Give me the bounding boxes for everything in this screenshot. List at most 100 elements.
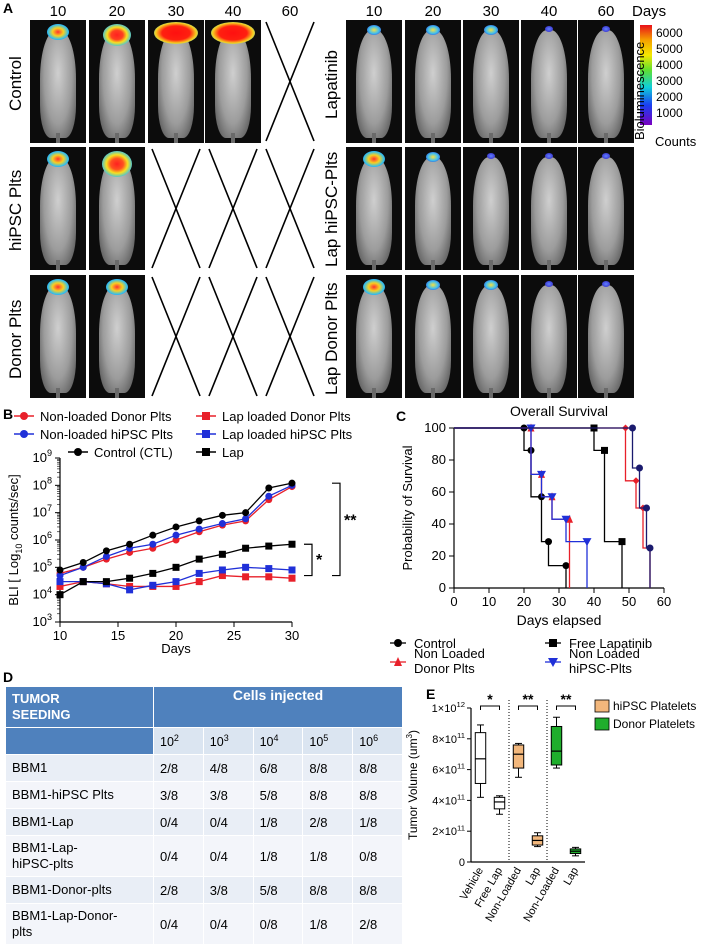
table-cell: 0/4 xyxy=(202,808,254,836)
day-label: 20 xyxy=(108,3,126,20)
data-point xyxy=(242,544,250,552)
day-label: 40 xyxy=(540,3,558,20)
column-header-base: 10 xyxy=(359,735,374,750)
data-point xyxy=(126,586,134,594)
data-point xyxy=(265,492,273,500)
mouse-body xyxy=(158,29,194,139)
survival-series-3 xyxy=(454,424,626,588)
sig-bracket xyxy=(556,705,576,710)
x-axis-title: Days elapsed xyxy=(517,612,602,628)
table-cell: 0/4 xyxy=(153,835,204,877)
tumor-signal xyxy=(426,152,440,162)
survival-point xyxy=(632,477,640,485)
data-point xyxy=(172,578,180,586)
cross-line xyxy=(208,276,258,397)
mouse-tail xyxy=(604,388,608,398)
data-point xyxy=(172,582,180,590)
day-label: 10 xyxy=(365,3,383,20)
table-cell: 5/8 xyxy=(252,876,304,904)
mouse-tail xyxy=(372,260,376,270)
data-point xyxy=(265,573,273,581)
no-data-cross xyxy=(151,148,201,269)
header-cells-injected: Cells injected xyxy=(153,686,403,728)
table-cell: 0/4 xyxy=(202,835,254,877)
colorbar-tick: 5000 xyxy=(656,42,683,56)
column-header-base: 10 xyxy=(160,735,174,750)
tumor-signal xyxy=(602,26,610,32)
row-label-left: hiPSC Plts xyxy=(6,169,25,251)
tumor-signal xyxy=(487,153,495,159)
survival-legend-item: Control xyxy=(390,636,456,651)
x-tick-label: 10 xyxy=(482,594,496,609)
tumor-signal xyxy=(484,25,498,35)
exponent-header-row: 102 103 104 105 106 xyxy=(5,727,403,755)
mouse-image xyxy=(89,275,145,398)
mouse-image xyxy=(346,147,402,270)
y-tick-label: 60 xyxy=(432,484,446,499)
row-name: BBM1-Lap xyxy=(5,808,154,836)
survival-series-1 xyxy=(454,423,573,588)
table-cell: 1/8 xyxy=(352,808,403,836)
panel-c-label: C xyxy=(396,408,407,424)
data-point xyxy=(218,520,226,528)
row-label-left: Control xyxy=(6,56,25,111)
x-tick-label: 20 xyxy=(517,594,531,609)
column-header: 102 xyxy=(153,727,204,755)
table-cell: 0/4 xyxy=(153,808,204,836)
tumor-signal xyxy=(426,280,440,290)
survival-point xyxy=(545,538,552,546)
tumor-signal xyxy=(426,25,440,35)
row-name: BBM1-Lap- hiPSC-plts xyxy=(5,835,154,877)
data-point xyxy=(102,578,110,586)
legend-label: Control (CTL) xyxy=(94,445,173,460)
panel-a-label: A xyxy=(3,0,14,16)
row-label-left-wrap: Control xyxy=(2,20,28,143)
data-point xyxy=(265,542,273,550)
tumor-signal xyxy=(484,280,498,290)
survival-point xyxy=(561,515,571,524)
mouse-tail xyxy=(115,133,119,143)
legend-item: Non-loaded Donor Plts xyxy=(14,409,172,424)
legend-marker xyxy=(394,639,402,647)
legend-marker xyxy=(202,430,210,438)
table-cell: 8/8 xyxy=(302,876,354,904)
mouse-body xyxy=(215,29,251,139)
tumor-signal xyxy=(545,281,553,287)
y-tick-label: 107 xyxy=(32,503,52,520)
data-point xyxy=(195,569,203,577)
table-cell: 3/8 xyxy=(153,781,204,809)
data-point xyxy=(56,582,64,590)
table-cell: 4/8 xyxy=(202,754,254,782)
data-point xyxy=(195,555,203,563)
colorbar-unit: Counts xyxy=(655,134,697,149)
no-data-cross xyxy=(208,148,258,269)
legend-marker xyxy=(74,448,82,456)
mouse-image xyxy=(463,20,519,143)
legend-label: Non-loaded Donor Plts xyxy=(40,409,172,424)
column-header-base: 10 xyxy=(209,735,224,750)
data-point xyxy=(242,573,250,581)
table-cell: 2/8 xyxy=(302,808,354,836)
column-header-exp: 3 xyxy=(223,732,229,743)
data-point xyxy=(195,517,203,525)
y-tick-label: 0 xyxy=(439,580,446,595)
no-data-cross xyxy=(151,276,201,397)
legend-label: Donor Plts xyxy=(414,661,475,676)
table-row: BBM1-Lap-Donor- plts 0/4 0/4 0/8 1/8 2/8 xyxy=(5,903,403,945)
data-point xyxy=(79,559,87,567)
column-header-base: 10 xyxy=(309,735,324,750)
tumor-signal xyxy=(602,281,610,287)
data-point xyxy=(79,563,87,571)
row-name: BBM1-Donor-plts xyxy=(5,876,154,904)
legend-label: Non-loaded hiPSC Plts xyxy=(40,427,173,442)
sig-bracket-lower xyxy=(304,543,313,577)
header-tumor-seeding: TUMOR SEEDING xyxy=(5,686,154,728)
colorbar-tick: 1000 xyxy=(656,106,683,120)
data-point xyxy=(265,565,273,573)
legend-swatch xyxy=(594,717,610,731)
box-3: Lap xyxy=(524,832,544,887)
day-label: 10 xyxy=(49,3,67,20)
box-body xyxy=(493,796,506,810)
mouse-image xyxy=(578,275,634,398)
